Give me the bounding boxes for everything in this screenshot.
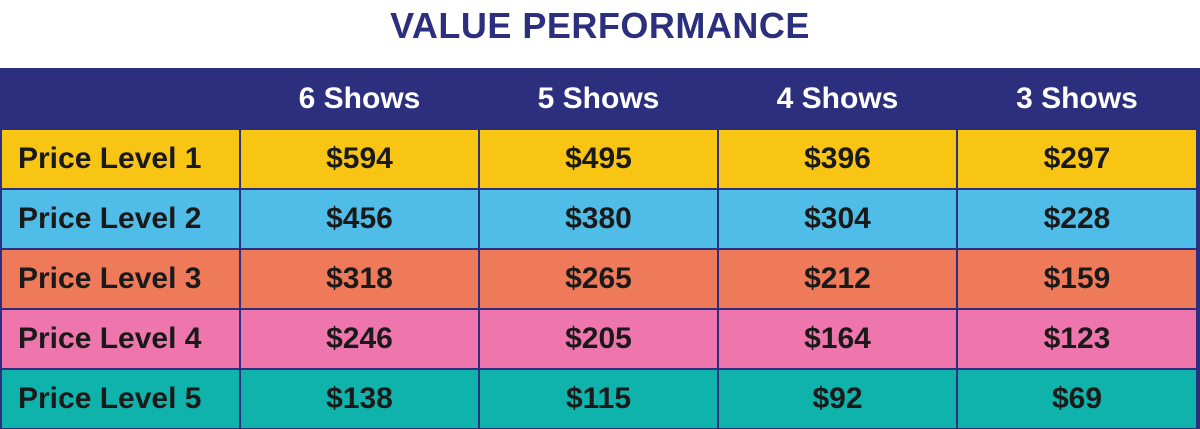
header-5-shows: 5 Shows <box>537 82 660 115</box>
header-corner-cell <box>2 70 239 128</box>
price-cell: $123 <box>958 310 1196 368</box>
price-cell: $228 <box>958 190 1196 248</box>
table-header-row: 6 Shows 5 Shows 4 Shows 3 Shows <box>0 70 1200 128</box>
pricing-table: 6 Shows 5 Shows 4 Shows 3 Shows Price Le… <box>0 68 1200 429</box>
price-cell: $265 <box>480 250 717 308</box>
price-cell: $92 <box>719 370 956 428</box>
row-label: Price Level 2 <box>2 190 239 248</box>
price-cell: $380 <box>480 190 717 248</box>
table-row-price-level-3: Price Level 3 $318 $265 $212 $159 <box>0 250 1200 308</box>
table-row-price-level-5: Price Level 5 $138 $115 $92 $69 <box>0 370 1200 428</box>
price-cell: $297 <box>958 130 1196 188</box>
row-label: Price Level 4 <box>2 310 239 368</box>
price-cell: $594 <box>241 130 478 188</box>
price-cell: $159 <box>958 250 1196 308</box>
table-row-price-level-1: Price Level 1 $594 $495 $396 $297 <box>0 130 1200 188</box>
price-cell: $304 <box>719 190 956 248</box>
price-cell: $246 <box>241 310 478 368</box>
price-cell: $164 <box>719 310 956 368</box>
price-cell: $69 <box>958 370 1196 428</box>
row-label: Price Level 3 <box>2 250 239 308</box>
header-4-shows: 4 Shows <box>776 82 899 115</box>
row-label: Price Level 5 <box>2 370 239 428</box>
price-cell: $115 <box>480 370 717 428</box>
header-3-shows: 3 Shows <box>1016 82 1138 115</box>
price-cell: $205 <box>480 310 717 368</box>
table-row-price-level-2: Price Level 2 $456 $380 $304 $228 <box>0 190 1200 248</box>
price-cell: $495 <box>480 130 717 188</box>
price-cell: $396 <box>719 130 956 188</box>
price-cell: $456 <box>241 190 478 248</box>
page-title: VALUE PERFORMANCE <box>390 5 810 46</box>
price-cell: $318 <box>241 250 478 308</box>
table-row-price-level-4: Price Level 4 $246 $205 $164 $123 <box>0 310 1200 368</box>
price-cell: $138 <box>241 370 478 428</box>
header-6-shows: 6 Shows <box>298 82 421 115</box>
price-cell: $212 <box>719 250 956 308</box>
row-label: Price Level 1 <box>2 130 239 188</box>
